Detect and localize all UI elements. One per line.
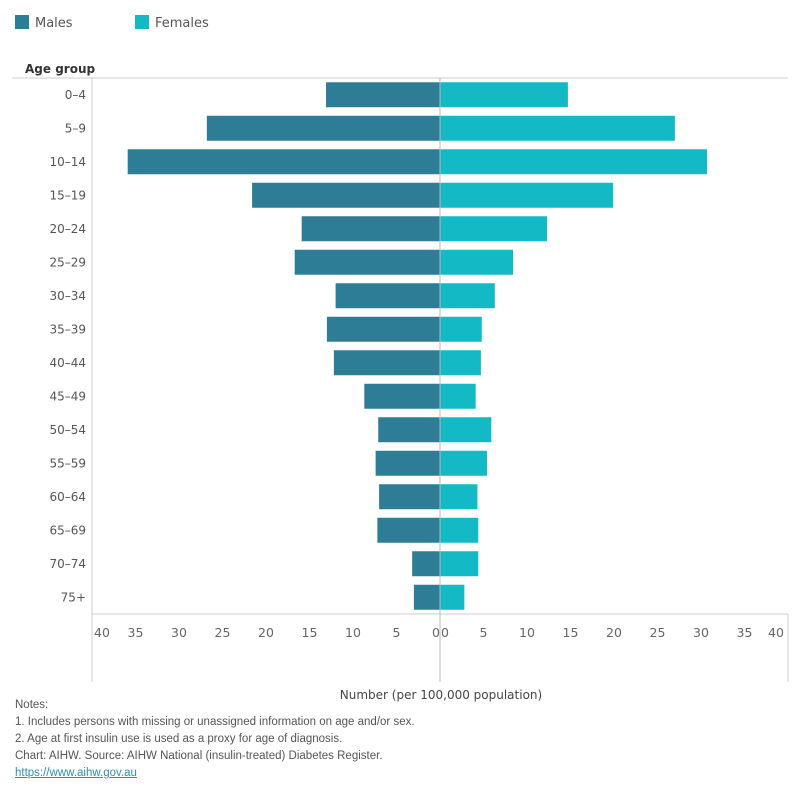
- x-tick-right: 5: [480, 625, 488, 640]
- bar-females: [440, 450, 487, 476]
- bar-females: [440, 316, 482, 342]
- x-tick-right: 25: [650, 625, 666, 640]
- bar-males: [252, 182, 440, 208]
- age-label: 10–14: [49, 155, 86, 169]
- bar-females: [440, 149, 708, 175]
- bar-females: [440, 484, 478, 510]
- age-label: 50–54: [49, 423, 86, 437]
- bar-males: [379, 484, 440, 510]
- x-tick-left: 0: [432, 625, 440, 640]
- bar-females: [440, 350, 481, 376]
- bar-males: [364, 383, 440, 409]
- age-label: 25–29: [49, 255, 86, 269]
- x-tick-right: 15: [563, 625, 579, 640]
- age-label: 70–74: [49, 557, 86, 571]
- note-2: 2. Age at first insulin use is used as a…: [15, 733, 343, 745]
- x-tick-left: 25: [215, 625, 231, 640]
- bar-females: [440, 283, 495, 309]
- x-tick-right: 10: [519, 625, 535, 640]
- x-tick-left: 40: [94, 625, 110, 640]
- note-1: 1. Includes persons with missing or unas…: [15, 716, 415, 728]
- bar-males: [326, 82, 440, 108]
- bar-females: [440, 182, 614, 208]
- bar-males: [377, 517, 440, 543]
- age-label: 75+: [61, 590, 86, 604]
- legend-label-males: Males: [35, 16, 73, 31]
- age-label: 30–34: [49, 289, 86, 303]
- bar-males: [413, 584, 440, 610]
- bar-males: [301, 216, 440, 242]
- bar-males: [127, 149, 441, 175]
- x-axis-title: Number (per 100,000 population): [340, 688, 542, 702]
- age-label: 40–44: [49, 356, 86, 370]
- bar-males: [412, 551, 440, 577]
- age-label: 20–24: [49, 222, 86, 236]
- legend-label-females: Females: [155, 16, 209, 31]
- x-tick-right: 20: [606, 625, 622, 640]
- legend-swatch-males: [15, 15, 29, 29]
- age-label: 0–4: [65, 88, 86, 102]
- bar-males: [375, 450, 440, 476]
- y-axis-title: Age group: [25, 62, 95, 76]
- bar-females: [440, 383, 476, 409]
- x-tick-right: 40: [768, 625, 784, 640]
- bar-females: [440, 517, 479, 543]
- bar-females: [440, 82, 568, 108]
- x-tick-left: 30: [171, 625, 187, 640]
- notes-heading: Notes:: [15, 699, 49, 711]
- legend-swatch-females: [135, 15, 149, 29]
- age-label: 55–59: [49, 456, 86, 470]
- bar-females: [440, 551, 479, 577]
- age-label: 65–69: [49, 523, 86, 537]
- source-note: Chart: AIHW. Source: AIHW National (insu…: [15, 750, 383, 762]
- bar-males: [206, 115, 440, 141]
- x-tick-left: 10: [345, 625, 361, 640]
- bar-males: [335, 283, 440, 309]
- bar-males: [326, 316, 440, 342]
- bar-females: [440, 249, 514, 275]
- x-tick-left: 5: [393, 625, 401, 640]
- bar-females: [440, 216, 548, 242]
- x-tick-right: 30: [693, 625, 709, 640]
- bar-males: [294, 249, 440, 275]
- aihw-link[interactable]: https://www.aihw.gov.au: [15, 767, 137, 779]
- bar-females: [440, 417, 492, 443]
- bar-females: [440, 115, 675, 141]
- x-tick-right: 35: [737, 625, 753, 640]
- bar-males: [378, 417, 440, 443]
- x-tick-left: 35: [128, 625, 144, 640]
- bar-males: [333, 350, 440, 376]
- age-label: 15–19: [49, 188, 86, 202]
- age-label: 45–49: [49, 389, 86, 403]
- x-tick-right: 0: [441, 625, 449, 640]
- age-label: 35–39: [49, 322, 86, 336]
- x-tick-left: 15: [302, 625, 318, 640]
- age-label: 5–9: [65, 121, 86, 135]
- notes: Notes: 1. Includes persons with missing …: [15, 697, 415, 782]
- bar-females: [440, 584, 465, 610]
- x-tick-left: 20: [258, 625, 274, 640]
- age-label: 60–64: [49, 490, 86, 504]
